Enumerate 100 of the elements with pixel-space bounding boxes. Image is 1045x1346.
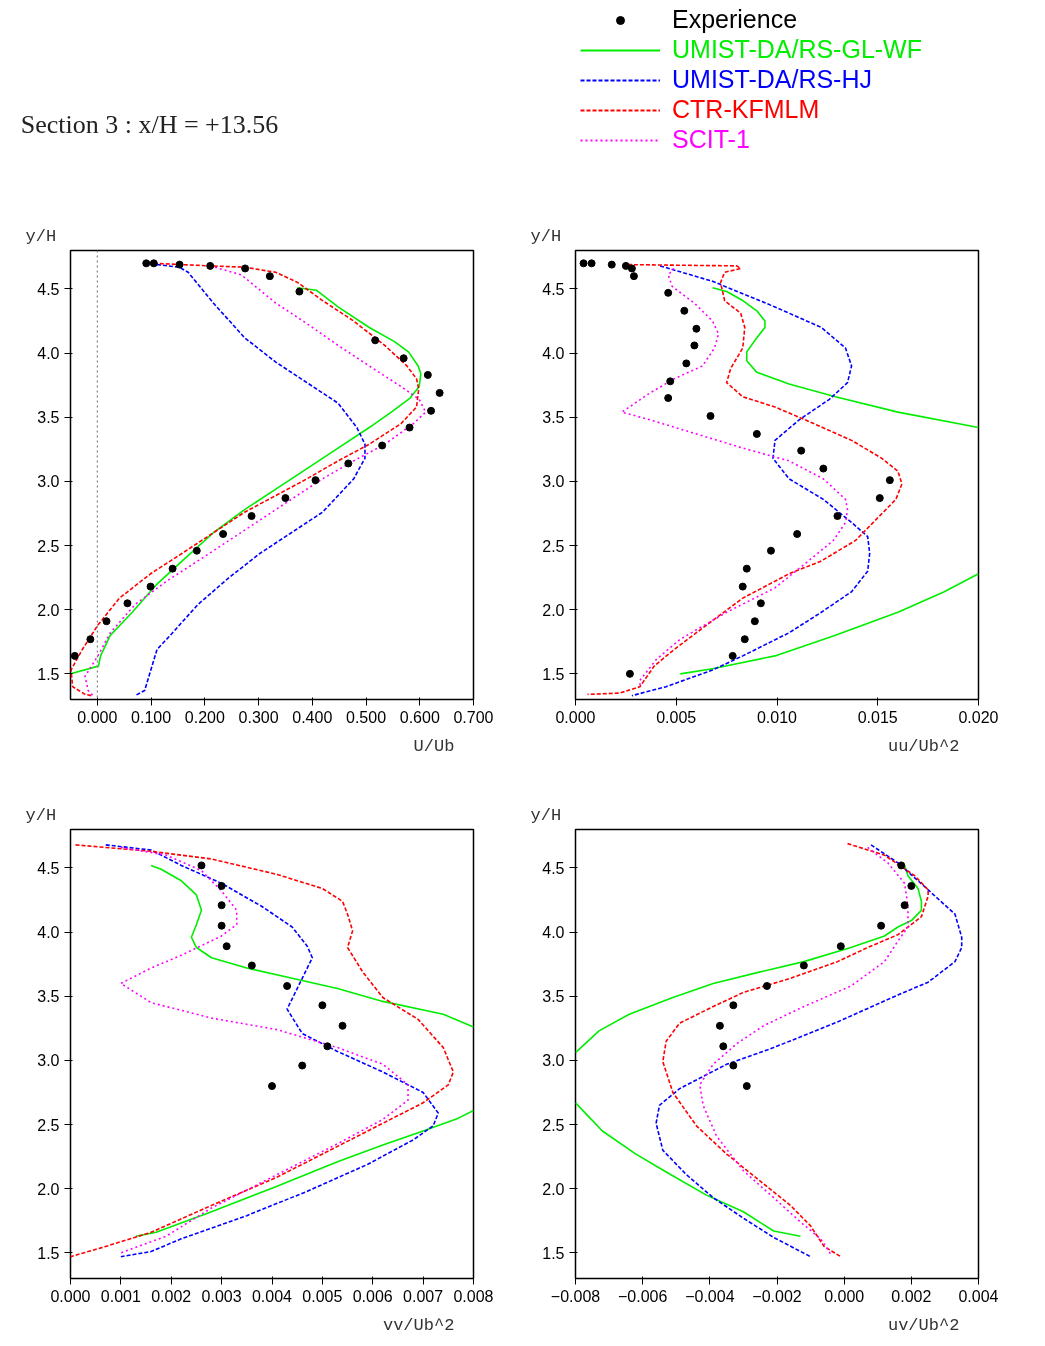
- legend-label: Experience: [672, 5, 798, 34]
- point: [217, 901, 226, 910]
- line-series: [120, 846, 409, 1254]
- y-axis-title: y/H: [25, 805, 57, 825]
- point: [752, 429, 761, 438]
- x-axis-title: uv/Ub^2: [887, 1315, 960, 1335]
- x-tick-label: 0.008: [453, 1287, 494, 1305]
- point: [666, 377, 675, 386]
- y-tick-label: 2.0: [542, 1180, 565, 1198]
- legend-label: UMIST-DA/RS-HJ: [672, 65, 872, 94]
- y-tick-label: 1.5: [542, 1244, 565, 1262]
- y-tick-label: 3.5: [542, 409, 565, 427]
- x-tick-label: 0.020: [958, 708, 999, 726]
- y-tick-label: 3.5: [37, 409, 60, 427]
- point: [241, 264, 250, 273]
- line-series: [698, 846, 909, 1255]
- y-tick-label: 3.5: [37, 988, 60, 1006]
- point: [247, 961, 256, 970]
- point: [682, 359, 691, 368]
- point: [833, 512, 842, 521]
- x-axis-title: vv/Ub^2: [382, 1315, 455, 1335]
- point: [738, 582, 747, 591]
- point: [690, 341, 699, 350]
- point: [897, 861, 906, 870]
- point: [579, 259, 588, 268]
- point: [756, 599, 765, 608]
- point: [344, 459, 353, 468]
- point: [797, 446, 806, 455]
- y-tick-label: 2.0: [542, 601, 565, 619]
- point: [836, 942, 845, 951]
- point: [875, 494, 884, 503]
- point: [192, 546, 201, 555]
- x-tick-label: 0.001: [100, 1287, 141, 1305]
- x-tick-label: 0.002: [151, 1287, 192, 1305]
- point: [706, 412, 715, 420]
- x-tick-label: 0.000: [77, 708, 118, 726]
- point: [405, 423, 414, 432]
- point: [629, 272, 638, 281]
- point: [311, 476, 320, 485]
- point: [219, 530, 228, 538]
- point: [885, 476, 894, 485]
- point: [283, 982, 292, 990]
- point: [799, 961, 808, 970]
- legend-label: UMIST-DA/RS-GL-WF: [672, 35, 922, 64]
- point: [740, 635, 749, 644]
- point: [587, 259, 596, 268]
- x-tick-label: 0.600: [399, 708, 440, 726]
- point: [715, 1021, 724, 1030]
- x-tick-label: 0.003: [201, 1287, 242, 1305]
- point: [742, 564, 751, 573]
- point: [423, 370, 432, 379]
- point: [625, 669, 634, 678]
- x-tick-label: −0.008: [550, 1287, 601, 1305]
- y-tick-label: 2.5: [542, 537, 565, 555]
- point: [907, 881, 916, 890]
- y-tick-label: 1.5: [37, 665, 60, 683]
- x-tick-label: 0.700: [453, 708, 494, 726]
- y-tick-label: 4.5: [37, 859, 60, 877]
- y-tick-label: 4.5: [542, 280, 565, 298]
- y-tick-label: 4.0: [37, 345, 60, 363]
- point: [819, 464, 828, 473]
- point: [295, 287, 304, 296]
- point: [197, 861, 206, 870]
- y-tick-label: 2.5: [542, 1116, 565, 1134]
- point: [86, 635, 95, 644]
- point: [149, 259, 158, 268]
- point: [766, 546, 775, 555]
- point: [728, 651, 737, 660]
- point: [378, 441, 387, 450]
- y-axis-title: y/H: [25, 226, 57, 246]
- x-tick-label: 0.200: [184, 708, 225, 726]
- point: [793, 530, 802, 538]
- legend-label: SCIT-1: [672, 125, 750, 154]
- x-tick-label: 0.000: [50, 1287, 91, 1305]
- point: [877, 921, 886, 930]
- point: [102, 617, 111, 626]
- legend-label: CTR-KFMLM: [672, 95, 820, 124]
- x-tick-label: 0.004: [251, 1287, 293, 1305]
- y-tick-label: 3.0: [542, 1052, 565, 1070]
- point: [265, 272, 274, 281]
- y-tick-label: 3.0: [37, 1052, 60, 1070]
- x-tick-label: 0.000: [555, 708, 596, 726]
- point: [719, 1042, 728, 1051]
- y-axis-title: y/H: [530, 805, 562, 825]
- point: [298, 1061, 307, 1070]
- point: [142, 259, 151, 268]
- point: [371, 336, 380, 345]
- point: [217, 881, 226, 890]
- point: [268, 1082, 276, 1091]
- point: [762, 982, 771, 990]
- point: [729, 1061, 738, 1070]
- x-axis-title: uu/Ub^2: [887, 736, 960, 756]
- point: [281, 494, 290, 503]
- point: [318, 1001, 327, 1010]
- point: [146, 582, 155, 591]
- point: [123, 599, 132, 608]
- point: [427, 406, 436, 415]
- y-tick-label: 3.0: [37, 473, 60, 491]
- point: [627, 264, 636, 273]
- chart-title: Section 3 : x/H = +13.56: [20, 109, 279, 139]
